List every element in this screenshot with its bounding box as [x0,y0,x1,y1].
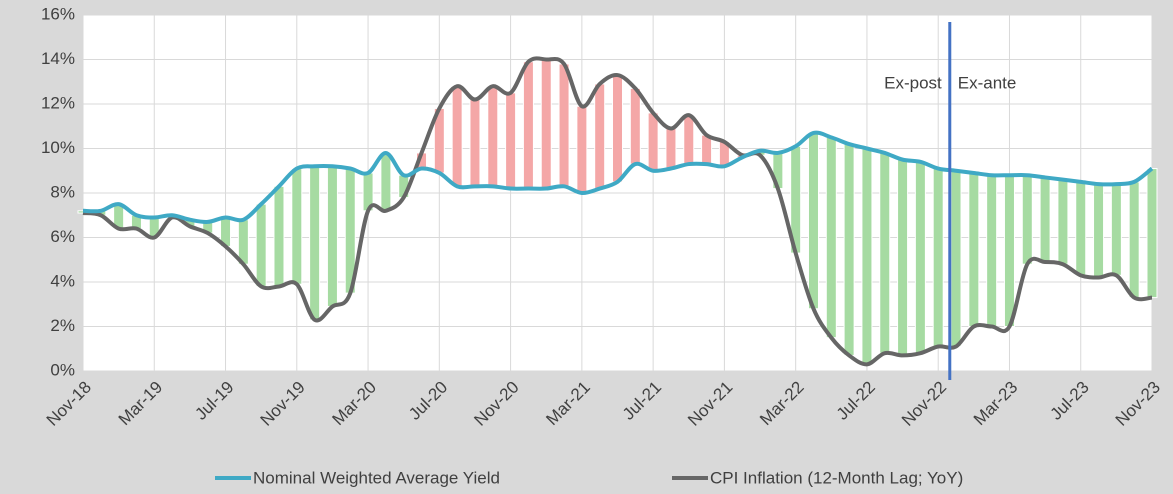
spread-bar [665,127,677,170]
y-tick-label: 12% [41,93,75,112]
spread-bar [1003,174,1015,327]
spread-bar [932,168,944,348]
x-tick-label: Nov-19 [257,378,309,430]
spread-bar [469,99,481,187]
spread-bar [576,105,588,194]
spread-bar [683,114,695,165]
spread-bar [1021,174,1033,265]
spread-bar [309,165,321,321]
spread-bar [1039,176,1051,263]
spread-bar [594,83,606,190]
x-tick-label: Jul-23 [1047,378,1093,424]
spread-bar [843,143,855,356]
series-line [82,130,1154,224]
spread-bar [487,85,499,187]
y-tick-label: 16% [41,4,75,23]
spread-bar [255,203,267,287]
spread-bar [629,87,641,165]
spread-bar [897,159,909,356]
spread-bar [505,92,517,190]
legend-label: Nominal Weighted Average Yield [253,468,500,487]
x-tick-label: Jul-21 [619,378,665,424]
spread-bar [540,59,552,190]
x-tick-label: Mar-22 [756,378,808,430]
x-tick-label: Mar-20 [329,378,381,430]
x-tick-label: Nov-20 [470,378,522,430]
spread-bar [1093,183,1105,279]
x-tick-label: Nov-18 [43,378,95,430]
annotation: Ex-ante [958,73,1017,92]
spread-bar [1128,181,1140,299]
series-line [82,56,1153,367]
x-tick-label: Jul-19 [191,378,237,424]
spread-bar [950,170,962,348]
spread-bar [326,165,338,307]
spread-bar [451,85,463,187]
spread-bar [879,152,891,354]
spread-bar [914,161,926,354]
x-tick-label: Nov-23 [1112,378,1164,430]
y-tick-label: 0% [50,360,75,379]
spread-bar [968,172,980,327]
y-tick-label: 6% [50,227,75,246]
spread-bar [380,152,392,212]
spread-bar [522,61,534,190]
spread-bar [701,134,713,165]
y-tick-label: 4% [50,271,75,290]
x-tick-label: Mar-21 [542,378,594,430]
y-tick-label: 14% [41,49,75,68]
x-tick-label: Nov-21 [684,378,736,430]
spread-bar [986,174,998,327]
spread-bar [807,132,819,310]
spread-bar [1146,168,1158,299]
y-tick-label: 8% [50,182,75,201]
spread-bar [558,63,570,187]
spread-bar [1057,179,1069,265]
spread-bar [1075,181,1087,276]
x-tick-label: Mar-19 [115,378,167,430]
annotation: Ex-post [884,73,942,92]
spread-bar [861,148,873,365]
spread-bar [273,185,285,287]
x-tick-label: Nov-22 [898,378,950,430]
spread-bar [291,168,303,285]
legend-label: CPI Inflation (12-Month Lag; YoY) [710,468,963,487]
x-tick-label: Jul-22 [833,378,879,424]
x-tick-label: Mar-23 [970,378,1022,430]
spread-bar [1110,183,1122,276]
x-tick-label: Jul-20 [405,378,451,424]
y-tick-label: 10% [41,138,75,157]
spread-bar [612,74,623,183]
spread-bar [647,112,659,172]
y-tick-label: 2% [50,316,75,335]
spread-bar [825,136,837,339]
